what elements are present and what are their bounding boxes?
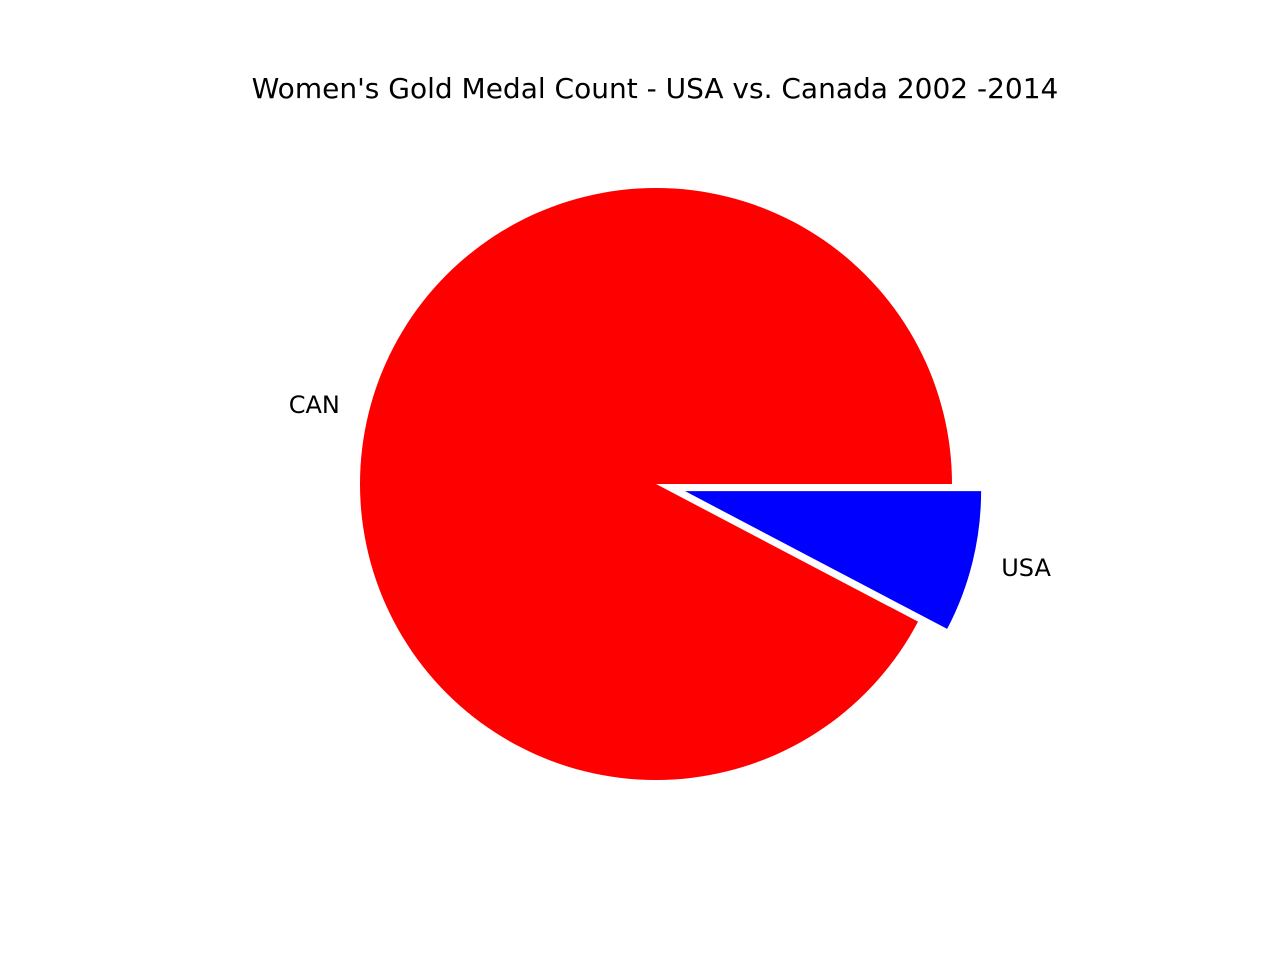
pie-slice-can <box>360 188 952 780</box>
slice-label-can: CAN <box>289 391 340 419</box>
pie-slices <box>360 188 981 780</box>
chart-title: Women's Gold Medal Count - USA vs. Canad… <box>252 72 1059 105</box>
slice-label-usa: USA <box>1001 554 1051 582</box>
